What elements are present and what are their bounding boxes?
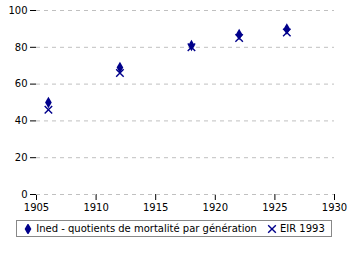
html-text:EIR 1993: EIR 1993: [279, 223, 325, 234]
svg-text:20: 20: [15, 152, 28, 163]
svg-text:40: 40: [15, 115, 28, 126]
svg-text:1910: 1910: [83, 202, 108, 213]
svg-text:100: 100: [8, 5, 27, 16]
svg-text:80: 80: [15, 42, 28, 53]
svg-text:1905: 1905: [24, 202, 49, 213]
svg-text:1925: 1925: [262, 202, 287, 213]
svg-text:60: 60: [15, 78, 28, 89]
svg-text:1915: 1915: [143, 202, 168, 213]
svg-text:1920: 1920: [203, 202, 228, 213]
svg-text:0: 0: [21, 189, 27, 200]
svg-text:1930: 1930: [322, 202, 347, 213]
html-text:Ined - quotients de mortalité: Ined - quotients de mortalité par généra…: [36, 223, 257, 234]
